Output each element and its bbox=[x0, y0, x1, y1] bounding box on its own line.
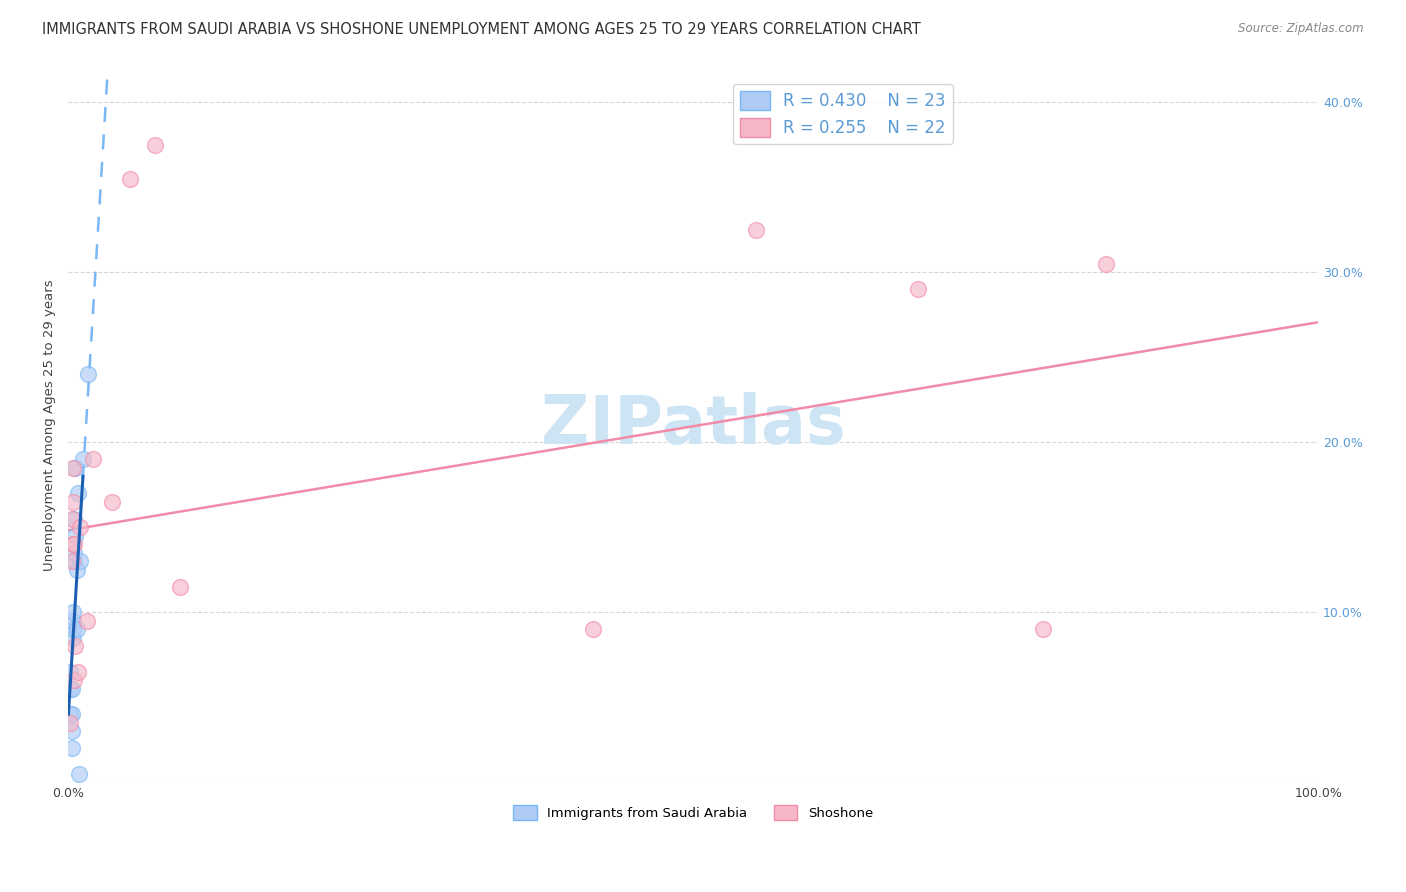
Point bbox=[60, 741, 83, 756]
Legend: Immigrants from Saudi Arabia, Shoshone: Immigrants from Saudi Arabia, Shoshone bbox=[508, 799, 879, 825]
Point bbox=[59, 665, 82, 679]
Point bbox=[62, 537, 84, 551]
Point bbox=[60, 724, 83, 739]
Point bbox=[66, 665, 89, 679]
Point bbox=[62, 631, 84, 645]
Point bbox=[63, 546, 86, 560]
Point bbox=[60, 707, 83, 722]
Point bbox=[60, 511, 83, 525]
Point bbox=[60, 554, 83, 568]
Point bbox=[907, 282, 929, 296]
Point bbox=[100, 494, 122, 508]
Text: Source: ZipAtlas.com: Source: ZipAtlas.com bbox=[1239, 22, 1364, 36]
Point bbox=[59, 707, 82, 722]
Point bbox=[69, 554, 91, 568]
Point bbox=[66, 563, 89, 577]
Point bbox=[62, 614, 84, 628]
Point bbox=[63, 673, 86, 687]
Point bbox=[59, 681, 82, 696]
Text: IMMIGRANTS FROM SAUDI ARABIA VS SHOSHONE UNEMPLOYMENT AMONG AGES 25 TO 29 YEARS : IMMIGRANTS FROM SAUDI ARABIA VS SHOSHONE… bbox=[42, 22, 921, 37]
Point bbox=[72, 452, 94, 467]
Text: ZIPatlas: ZIPatlas bbox=[541, 392, 845, 458]
Y-axis label: Unemployment Among Ages 25 to 29 years: Unemployment Among Ages 25 to 29 years bbox=[44, 279, 56, 571]
Point bbox=[63, 511, 86, 525]
Point bbox=[59, 715, 82, 730]
Point bbox=[62, 460, 84, 475]
Point bbox=[67, 766, 90, 780]
Point bbox=[66, 622, 89, 636]
Point bbox=[76, 614, 98, 628]
Point bbox=[65, 460, 87, 475]
Point bbox=[69, 520, 91, 534]
Point bbox=[1032, 622, 1054, 636]
Point bbox=[120, 172, 142, 186]
Point bbox=[77, 368, 100, 382]
Point bbox=[145, 138, 167, 153]
Point bbox=[63, 537, 86, 551]
Point bbox=[744, 223, 766, 237]
Point bbox=[60, 681, 83, 696]
Point bbox=[62, 494, 84, 508]
Point bbox=[65, 639, 87, 653]
Point bbox=[169, 580, 191, 594]
Point bbox=[65, 529, 87, 543]
Point bbox=[582, 622, 605, 636]
Point bbox=[62, 622, 84, 636]
Point bbox=[66, 486, 89, 500]
Point bbox=[82, 452, 104, 467]
Point bbox=[63, 554, 86, 568]
Point bbox=[1094, 257, 1116, 271]
Point bbox=[62, 605, 84, 619]
